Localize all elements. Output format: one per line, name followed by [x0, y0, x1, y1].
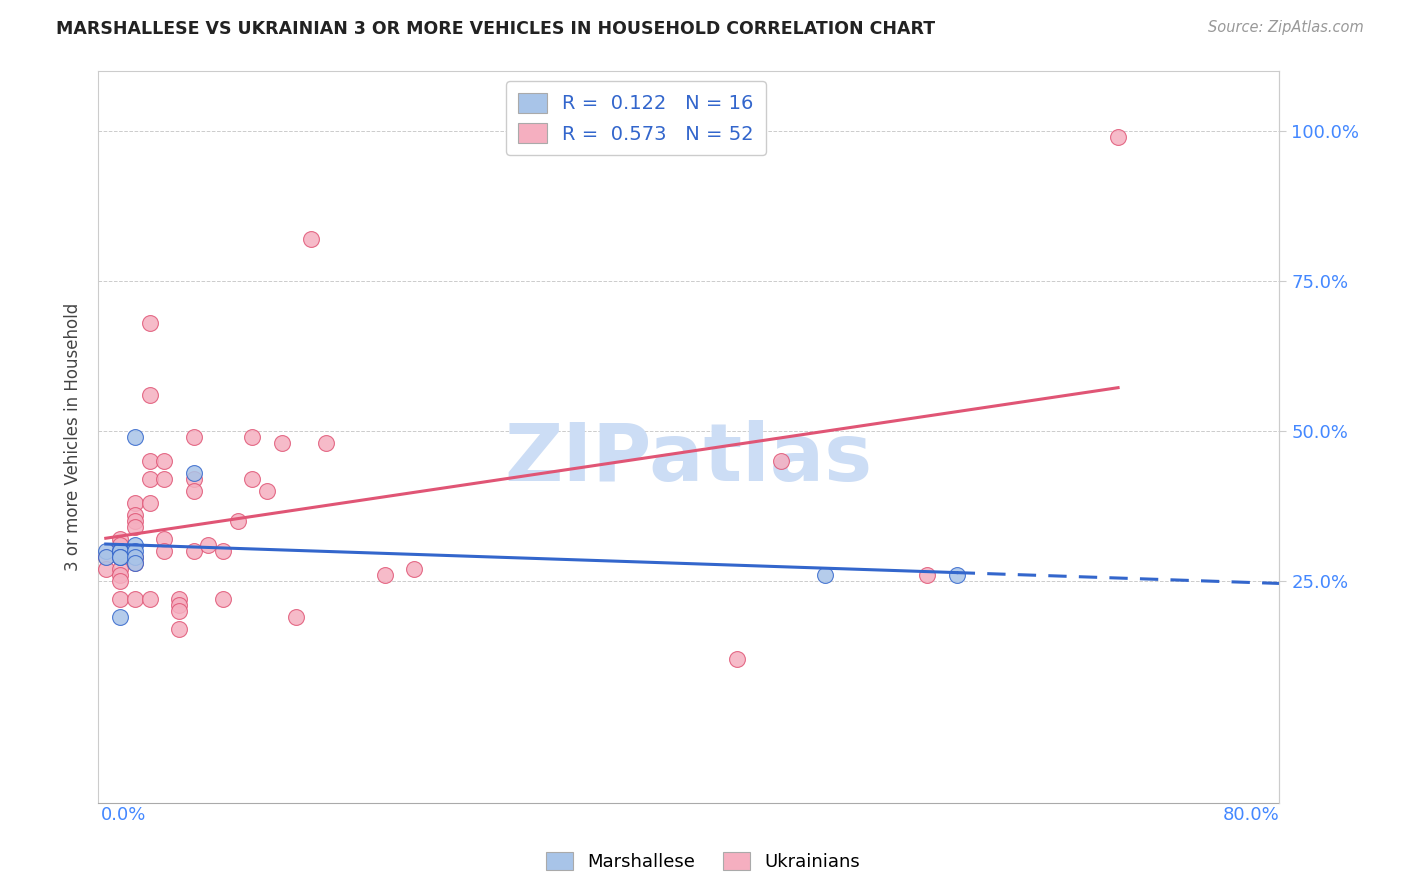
Y-axis label: 3 or more Vehicles in Household: 3 or more Vehicles in Household — [65, 303, 83, 571]
Point — [183, 483, 205, 498]
Point — [110, 562, 132, 576]
Point — [110, 544, 132, 558]
Point — [226, 514, 249, 528]
Point — [183, 430, 205, 444]
Point — [124, 556, 146, 570]
Point — [814, 568, 837, 582]
Point — [167, 598, 190, 612]
Point — [183, 472, 205, 486]
Point — [110, 549, 132, 564]
Text: 80.0%: 80.0% — [1223, 805, 1279, 824]
Point — [110, 574, 132, 588]
Point — [124, 520, 146, 534]
Point — [124, 556, 146, 570]
Point — [945, 568, 967, 582]
Point — [212, 544, 235, 558]
Point — [242, 472, 264, 486]
Point — [139, 472, 162, 486]
Point — [373, 568, 395, 582]
Point — [183, 466, 205, 480]
Point — [110, 538, 132, 552]
Point — [124, 496, 146, 510]
Point — [725, 652, 748, 666]
Legend: Marshallese, Ukrainians: Marshallese, Ukrainians — [538, 845, 868, 879]
Text: 0.0%: 0.0% — [101, 805, 146, 824]
Point — [124, 549, 146, 564]
Point — [402, 562, 425, 576]
Point — [124, 538, 146, 552]
Text: Source: ZipAtlas.com: Source: ZipAtlas.com — [1208, 20, 1364, 35]
Point — [124, 544, 146, 558]
Point — [167, 622, 190, 636]
Point — [139, 316, 162, 330]
Point — [167, 604, 190, 618]
Point — [212, 591, 235, 606]
Point — [139, 454, 162, 468]
Point — [124, 430, 146, 444]
Text: MARSHALLESE VS UKRAINIAN 3 OR MORE VEHICLES IN HOUSEHOLD CORRELATION CHART: MARSHALLESE VS UKRAINIAN 3 OR MORE VEHIC… — [56, 20, 935, 37]
Legend: R =  0.122   N = 16, R =  0.573   N = 52: R = 0.122 N = 16, R = 0.573 N = 52 — [506, 81, 766, 155]
Text: ZIPatlas: ZIPatlas — [505, 420, 873, 498]
Point — [183, 544, 205, 558]
Point — [110, 549, 132, 564]
Point — [917, 568, 939, 582]
Point — [94, 544, 117, 558]
Point — [124, 591, 146, 606]
Point — [94, 549, 117, 564]
Point — [110, 568, 132, 582]
Point — [124, 514, 146, 528]
Point — [153, 472, 176, 486]
Point — [299, 232, 322, 246]
Point — [256, 483, 278, 498]
Point — [110, 544, 132, 558]
Point — [110, 532, 132, 546]
Point — [110, 591, 132, 606]
Point — [139, 388, 162, 402]
Point — [153, 544, 176, 558]
Point — [110, 610, 132, 624]
Point — [110, 544, 132, 558]
Point — [124, 549, 146, 564]
Point — [94, 549, 117, 564]
Point — [285, 610, 308, 624]
Point — [270, 436, 292, 450]
Point — [153, 454, 176, 468]
Point — [153, 532, 176, 546]
Point — [197, 538, 219, 552]
Point — [242, 430, 264, 444]
Point — [167, 591, 190, 606]
Point — [110, 544, 132, 558]
Point — [315, 436, 337, 450]
Point — [124, 508, 146, 522]
Point — [139, 591, 162, 606]
Point — [769, 454, 792, 468]
Point — [94, 562, 117, 576]
Point — [110, 549, 132, 564]
Point — [1107, 130, 1129, 145]
Point — [139, 496, 162, 510]
